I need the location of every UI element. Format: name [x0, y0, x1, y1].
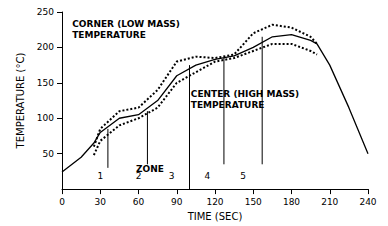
svg-text:120: 120 [206, 197, 223, 207]
svg-text:240: 240 [359, 197, 376, 207]
svg-text:ZONE: ZONE [136, 164, 164, 174]
svg-text:30: 30 [95, 197, 107, 207]
svg-text:50: 50 [43, 149, 55, 159]
svg-text:60: 60 [133, 197, 145, 207]
svg-text:5: 5 [240, 171, 246, 181]
svg-text:180: 180 [283, 197, 300, 207]
svg-text:3: 3 [169, 171, 175, 181]
svg-text:200: 200 [37, 42, 54, 52]
svg-text:90: 90 [171, 197, 183, 207]
svg-text:TEMPERATURE (°C): TEMPERATURE (°C) [15, 53, 26, 150]
svg-text:TEMPERATURE: TEMPERATURE [191, 100, 265, 110]
svg-text:210: 210 [321, 197, 338, 207]
svg-text:TEMPERATURE: TEMPERATURE [72, 30, 146, 40]
svg-text:2: 2 [135, 171, 142, 182]
svg-text:1: 1 [97, 171, 103, 181]
svg-text:4: 4 [204, 171, 210, 181]
svg-text:150: 150 [245, 197, 262, 207]
svg-text:100: 100 [37, 113, 54, 123]
svg-text:0: 0 [59, 197, 65, 207]
svg-text:TIME (SEC): TIME (SEC) [187, 211, 243, 222]
svg-text:250: 250 [37, 7, 54, 17]
svg-text:CENTER (HIGH MASS): CENTER (HIGH MASS) [191, 89, 299, 99]
svg-text:150: 150 [37, 78, 54, 88]
svg-text:CORNER (LOW MASS): CORNER (LOW MASS) [72, 19, 180, 29]
